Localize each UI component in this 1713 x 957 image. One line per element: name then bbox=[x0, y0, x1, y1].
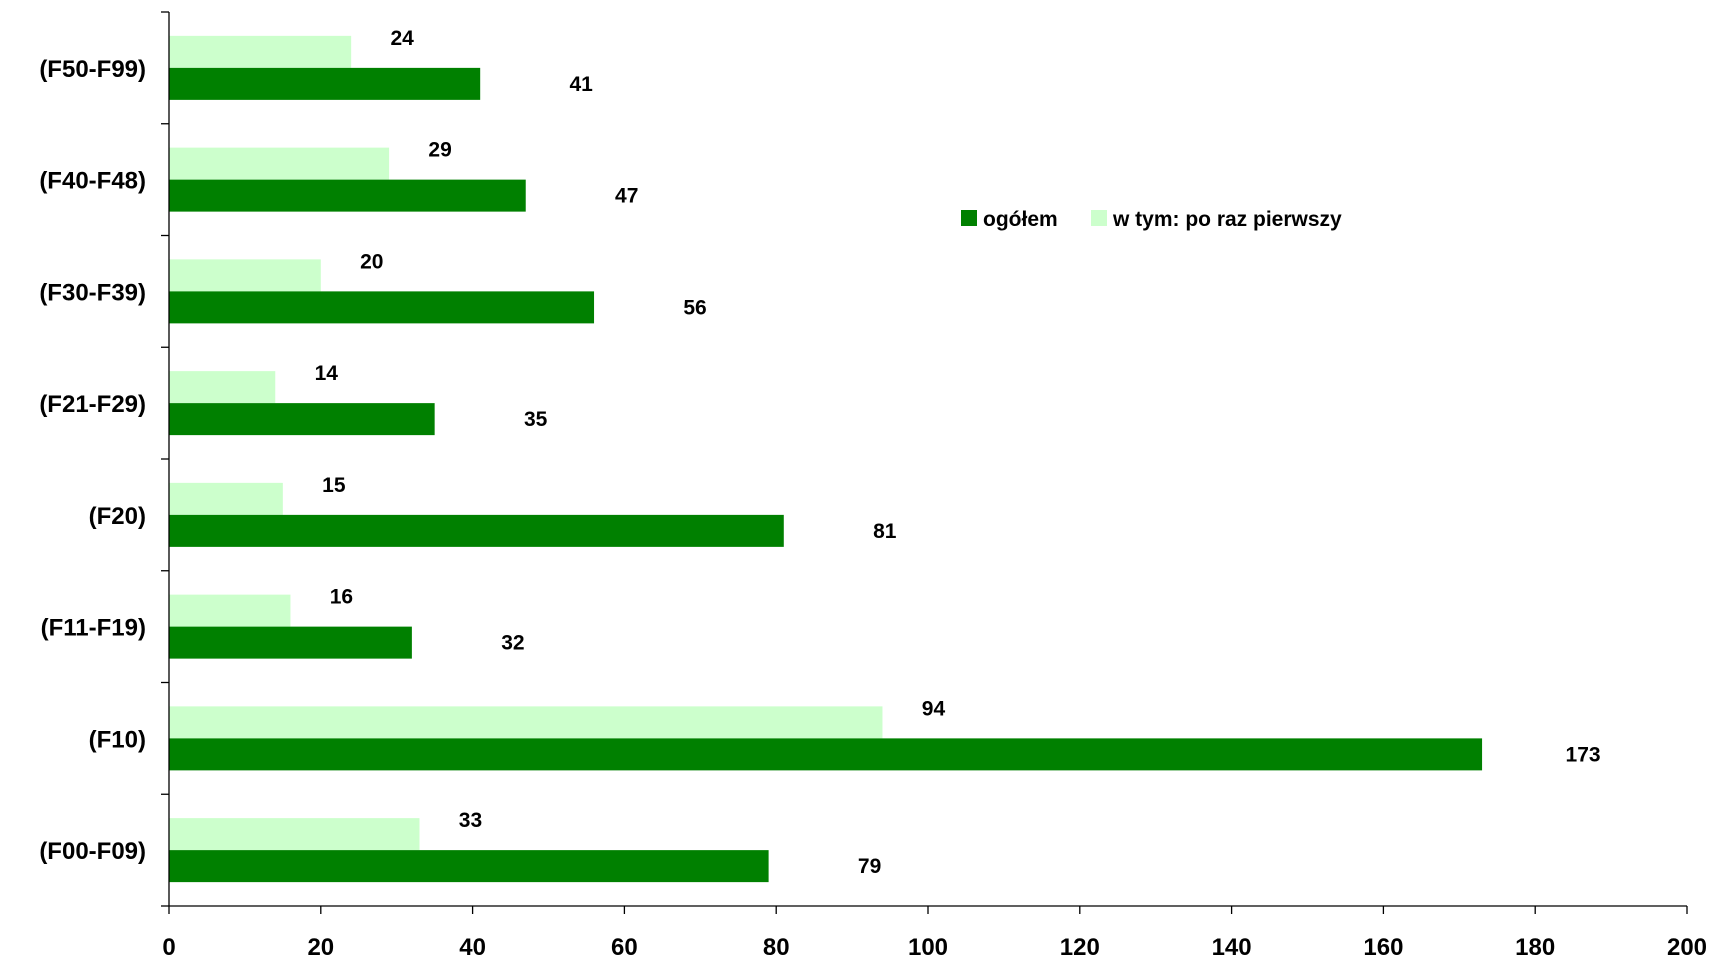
x-tick-label-0: 0 bbox=[162, 934, 175, 957]
data-label-first-time-f50-f99: 24 bbox=[390, 27, 414, 50]
bar-first-time-f20 bbox=[169, 482, 283, 515]
x-tick-label-60: 60 bbox=[611, 934, 638, 957]
bar-first-time-f10 bbox=[169, 706, 883, 739]
bar-total-f40-f48 bbox=[169, 179, 526, 212]
data-label-total-f20: 81 bbox=[873, 520, 897, 543]
x-tick-label-80: 80 bbox=[763, 934, 790, 957]
data-label-total-f40-f48: 47 bbox=[615, 185, 638, 208]
data-label-first-time-f21-f29: 14 bbox=[315, 362, 339, 385]
x-tick-label-20: 20 bbox=[307, 934, 334, 957]
bar-total-f10 bbox=[169, 738, 1483, 771]
category-label-f20: (F20) bbox=[89, 503, 146, 530]
bar-total-f20 bbox=[169, 514, 784, 547]
bar-first-time-f21-f29 bbox=[169, 371, 276, 404]
data-label-total-f30-f39: 56 bbox=[683, 296, 706, 319]
x-tick-label-160: 160 bbox=[1363, 934, 1403, 957]
bar-first-time-f00-f09 bbox=[169, 818, 420, 851]
legend-label-po-raz-pierwszy: w tym: po raz pierwszy bbox=[1112, 208, 1342, 231]
category-label-f00-f09: (F00-F09) bbox=[39, 838, 146, 865]
data-label-first-time-f40-f48: 29 bbox=[428, 139, 451, 162]
bar-first-time-f40-f48 bbox=[169, 147, 390, 180]
data-label-first-time-f30-f39: 20 bbox=[360, 250, 383, 273]
bar-total-f50-f99 bbox=[169, 67, 481, 100]
category-label-f30-f39: (F30-F39) bbox=[39, 279, 146, 306]
x-tick-label-140: 140 bbox=[1212, 934, 1252, 957]
data-label-first-time-f10: 94 bbox=[922, 697, 946, 720]
category-label-f50-f99: (F50-F99) bbox=[39, 56, 146, 83]
x-tick-label-200: 200 bbox=[1667, 934, 1707, 957]
category-label-f11-f19: (F11-F19) bbox=[41, 615, 146, 642]
data-label-first-time-f20: 15 bbox=[322, 474, 346, 497]
bar-first-time-f50-f99 bbox=[169, 35, 352, 68]
data-label-total-f10: 173 bbox=[1566, 743, 1601, 766]
bar-first-time-f30-f39 bbox=[169, 259, 321, 292]
data-labels-group: 33 79 94 173 16 32 15 81 14 35 20 56 29 47 24 41 bbox=[315, 27, 1601, 878]
category-labels-group: (F00-F09) (F10) (F11-F19) (F20) (F21-F29) (F3… bbox=[39, 56, 146, 865]
bar-total-f30-f39 bbox=[169, 291, 595, 324]
bar-total-f11-f19 bbox=[169, 626, 412, 659]
bar-total-f21-f29 bbox=[169, 403, 435, 436]
data-label-first-time-f00-f09: 33 bbox=[459, 809, 482, 832]
data-label-total-f11-f19: 32 bbox=[501, 632, 524, 655]
x-tick-label-180: 180 bbox=[1515, 934, 1555, 957]
legend-label-ogolem: ogółem bbox=[983, 208, 1058, 231]
category-label-f10: (F10) bbox=[89, 726, 146, 753]
x-tick-label-100: 100 bbox=[908, 934, 948, 957]
data-label-total-f00-f09: 79 bbox=[858, 855, 881, 878]
tick-labels-group: 0 20 40 60 80 100 120 140 160 180 200 bbox=[162, 934, 1707, 957]
legend: ogółem w tym: po raz pierwszy bbox=[961, 208, 1342, 231]
data-label-first-time-f11-f19: 16 bbox=[330, 586, 353, 609]
data-label-total-f50-f99: 41 bbox=[570, 73, 594, 96]
x-tick-label-40: 40 bbox=[459, 934, 486, 957]
x-tick-label-120: 120 bbox=[1060, 934, 1100, 957]
axes-group bbox=[161, 11, 1688, 914]
bars-group bbox=[169, 35, 1483, 883]
data-label-total-f21-f29: 35 bbox=[524, 408, 548, 431]
legend-swatch-po-raz-pierwszy bbox=[1091, 210, 1107, 226]
bar-first-time-f11-f19 bbox=[169, 594, 291, 627]
category-label-f40-f48: (F40-F48) bbox=[39, 168, 146, 195]
bar-total-f00-f09 bbox=[169, 850, 769, 883]
category-label-f21-f29: (F21-F29) bbox=[39, 391, 146, 418]
legend-swatch-ogolem bbox=[961, 210, 977, 226]
